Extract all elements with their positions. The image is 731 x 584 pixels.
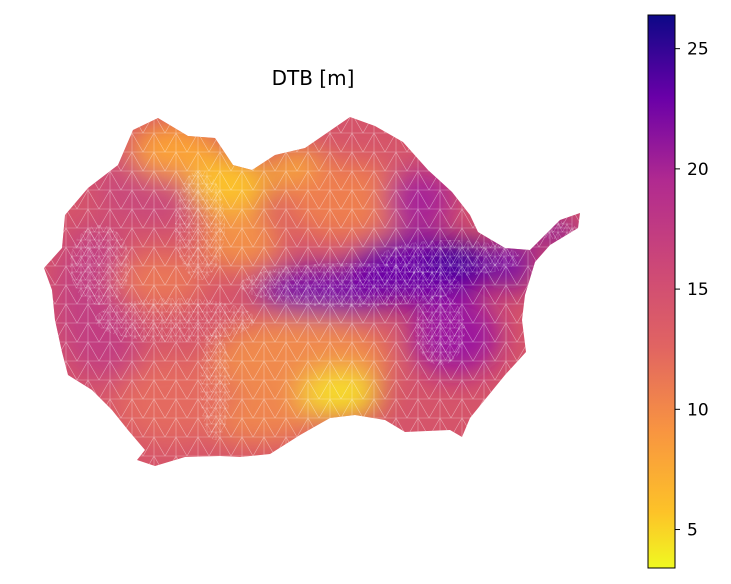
colorbar-tick-label: 5 [687,521,698,541]
colorbar-tick-label: 10 [687,400,709,420]
colorbar-tick-label: 20 [687,160,709,180]
colorbar-gradient [647,14,676,569]
colorbar: 5 10 15 20 25 [647,14,709,569]
colorbar-tick-label: 25 [687,40,709,60]
basin-map [44,117,580,466]
colorbar-tick-label: 15 [687,280,709,300]
chart-title: DTB [m] [272,66,355,90]
